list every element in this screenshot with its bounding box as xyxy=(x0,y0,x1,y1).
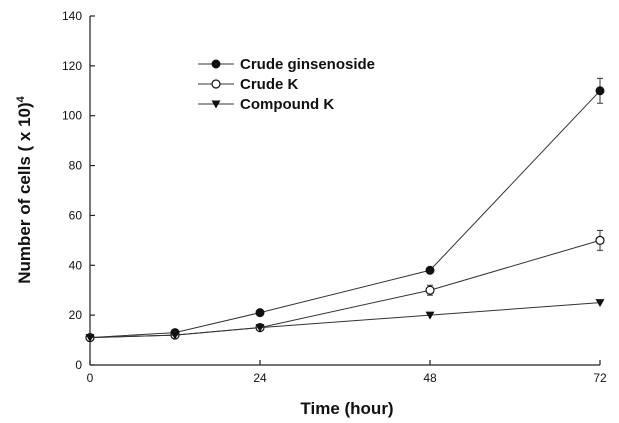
y-tick-label: 120 xyxy=(62,59,82,73)
data-point xyxy=(85,334,95,343)
y-tick-label: 140 xyxy=(62,9,82,23)
y-tick-label: 20 xyxy=(69,308,83,322)
legend-item: Compound K xyxy=(198,96,334,113)
series-compound-k xyxy=(85,299,605,343)
y-axis-title-superscript: 4 xyxy=(15,95,27,102)
axes xyxy=(89,16,600,366)
legend-item: Crude ginsenoside xyxy=(198,56,375,73)
y-axis-title-main: Number of cells ( x 10) xyxy=(15,102,34,283)
legend-item: Crude K xyxy=(198,76,299,93)
legend-label: Crude K xyxy=(240,76,299,93)
data-point xyxy=(255,324,265,333)
x-tick-label: 72 xyxy=(593,371,607,385)
x-axis-title: Time (hour) xyxy=(300,399,393,418)
series-group xyxy=(85,77,605,343)
series-line xyxy=(89,302,601,339)
series-line xyxy=(89,239,601,339)
y-tick-label: 60 xyxy=(69,208,83,222)
data-point xyxy=(425,265,435,275)
y-tick-label: 100 xyxy=(62,109,82,123)
data-point xyxy=(170,331,180,340)
x-tick-label: 24 xyxy=(253,371,267,385)
x-tick-label: 0 xyxy=(87,371,94,385)
y-tick-label: 40 xyxy=(69,258,83,272)
y-tick-label: 0 xyxy=(75,358,82,372)
data-point xyxy=(595,235,605,245)
data-point xyxy=(595,299,605,308)
series-line xyxy=(89,90,601,339)
legend-label: Crude ginsenoside xyxy=(240,56,375,73)
data-point xyxy=(425,285,435,295)
legend-marker xyxy=(211,59,221,69)
x-tick-label: 48 xyxy=(423,371,437,385)
legend-marker xyxy=(211,100,221,109)
legend-marker xyxy=(211,79,221,89)
tick-group: 0 20 40 60 80 100 120 140 0 24 48 72 xyxy=(62,9,607,385)
y-axis-title: Number of cells ( x 10)4 xyxy=(15,95,34,283)
series-crude-ginsenoside xyxy=(85,77,605,343)
legend-label: Compound K xyxy=(240,96,334,113)
data-point xyxy=(595,86,605,96)
data-point xyxy=(255,308,265,318)
data-point xyxy=(425,311,435,320)
series-crude-k xyxy=(85,229,605,343)
legend: Crude ginsenoside Crude K Compound K xyxy=(198,56,375,113)
y-tick-label: 80 xyxy=(69,159,83,173)
